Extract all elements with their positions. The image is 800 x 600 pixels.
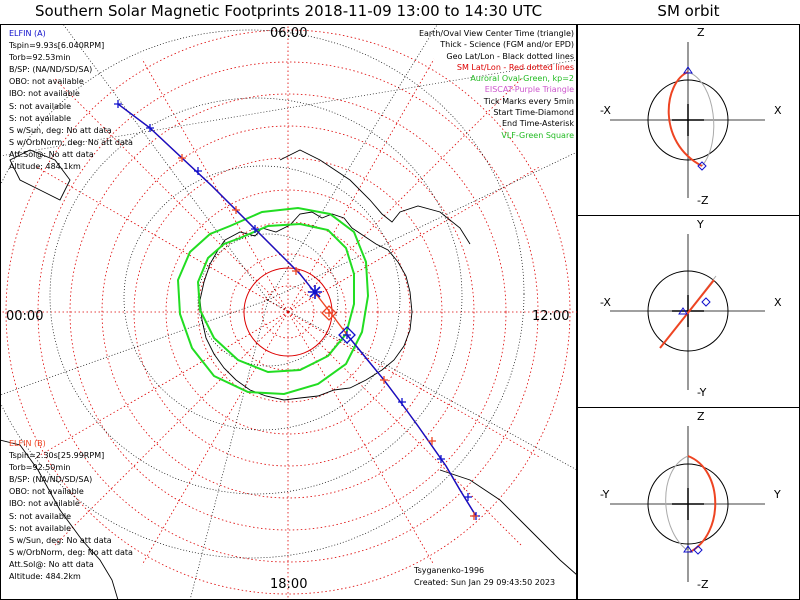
- elfin-a-obo: OBO: not available: [9, 77, 84, 87]
- elfin-a-orbnorm: S w/OrbNorm, deg: No att data: [9, 137, 133, 147]
- elfin-a-s1: S: not available: [9, 101, 72, 111]
- elfin-b-info: ELFIN (B) Tspin=2.30s[25.99RPM] Torb=92.…: [9, 438, 133, 583]
- elfin-b-bsp: B/SP: (NA/ND/SD/SA): [9, 475, 93, 485]
- elfin-b-s2: S: not available: [9, 523, 72, 533]
- elfin-b-sun: S w/Sun, deg: No att data: [9, 535, 112, 545]
- legend-item: Start Time-Diamond: [493, 108, 574, 118]
- elfin-b-s1: S: not available: [9, 511, 72, 521]
- africa-coastline: [279, 149, 471, 245]
- australia-coastline: [439, 469, 577, 576]
- orbit-panel-xy: [610, 234, 765, 390]
- elfin-b-torb: Torb=92.50min: [9, 463, 71, 473]
- elfin-a-altitude: Altitude: 484.1km: [9, 162, 81, 172]
- hour-label-right: 12:00: [532, 309, 570, 324]
- hour-label-bottom: 18:00: [270, 577, 308, 592]
- panel1-right-label: X: [774, 104, 782, 117]
- elfin-b-name: ELFIN (B): [9, 439, 46, 448]
- elfin-b-altitude: Altitude: 484.2km: [9, 572, 81, 582]
- orbit-panels: [610, 42, 765, 582]
- panel3-top-label: Z: [697, 410, 705, 423]
- panel1-bottom-label: -Z: [697, 194, 709, 207]
- south-america-coastline: [0, 439, 119, 600]
- panel3-left-label: -Y: [600, 488, 610, 501]
- new-zealand-coastline: [9, 149, 71, 201]
- panel3-bottom-label: -Z: [697, 578, 709, 591]
- legend-item: EISCAT-Purple Triangle: [484, 85, 574, 95]
- orbit-title: SM orbit: [657, 2, 720, 20]
- legend-item: Tick Marks every 5min: [483, 96, 574, 106]
- sm-pole-circle: [243, 267, 333, 357]
- elfin-a-track: [117, 103, 477, 517]
- elfin-a-sun: S w/Sun, deg: No att data: [9, 125, 112, 135]
- elfin-b-ibo: IBO: not available: [9, 499, 80, 509]
- created-timestamp: Created: Sun Jan 29 09:43:50 2023: [414, 578, 556, 587]
- legend-item: Auroral Oval-Green, kp=2: [470, 74, 574, 84]
- legend-item: Geo Lat/Lon - Black dotted lines: [446, 51, 574, 61]
- sm-grid: [5, 29, 571, 595]
- hour-label-top: 06:00: [270, 26, 308, 41]
- elfin-b-track: [117, 103, 477, 517]
- panel1-top-label: Z: [697, 26, 705, 39]
- legend-item: Thick - Science (FGM and/or EPD): [440, 40, 574, 50]
- track-markers: [114, 100, 480, 520]
- panel3-right-label: Y: [774, 488, 781, 501]
- orbit-panel-xz: [610, 42, 765, 198]
- legend-item: End Time-Asterisk: [501, 119, 574, 129]
- legend-item: SM Lat/Lon - Red dotted lines: [456, 62, 574, 72]
- elfin-a-ibo: IBO: not available: [9, 89, 80, 99]
- panel2-bottom-label: -Y: [697, 386, 707, 399]
- elfin-b-tspin: Tspin=2.30s[25.99RPM]: [9, 451, 105, 461]
- page-title: Southern Solar Magnetic Footprints 2018-…: [34, 2, 543, 20]
- elfin-a-name: ELFIN (A): [9, 29, 46, 38]
- auroral-oval: [176, 206, 370, 396]
- panel2-left-label: -X: [600, 296, 611, 309]
- panel2-top-label: Y: [697, 218, 704, 231]
- legend: Earth/Oval View Center Time (triangle) T…: [419, 28, 574, 141]
- panel1-left-label: -X: [600, 104, 611, 117]
- legend-item: VLF-Green Square: [501, 130, 574, 140]
- elfin-b-orbnorm: S w/OrbNorm, deg: No att data: [9, 547, 133, 557]
- elfin-a-s2: S: not available: [9, 113, 72, 123]
- sm-meridians: [0, 24, 577, 600]
- geo-grid: [0, 24, 577, 600]
- elfin-b-obo: OBO: not available: [9, 487, 84, 497]
- legend-item: Earth/Oval View Center Time (triangle): [418, 29, 574, 38]
- elfin-a-info: ELFIN (A) Tspin=9.93s[6.040RPM] Torb=92.…: [9, 28, 133, 173]
- elfin-a-torb: Torb=92.53min: [9, 53, 71, 63]
- model-credit: Tsyganenko-1996: [414, 566, 485, 575]
- elfin-a-attsol: Att.Sol@: No att data: [9, 149, 94, 159]
- orbit-panel-yz: [610, 426, 765, 582]
- elfin-a-tspin: Tspin=9.93s[6.040RPM]: [9, 41, 105, 51]
- hour-label-left: 00:00: [6, 309, 44, 324]
- elfin-a-bsp: B/SP: (NA/ND/SD/SA): [9, 65, 93, 75]
- panel2-right-label: X: [774, 296, 782, 309]
- elfin-b-attsol: Att.Sol@: No att data: [9, 559, 94, 569]
- antarctica-coastline: [199, 211, 413, 401]
